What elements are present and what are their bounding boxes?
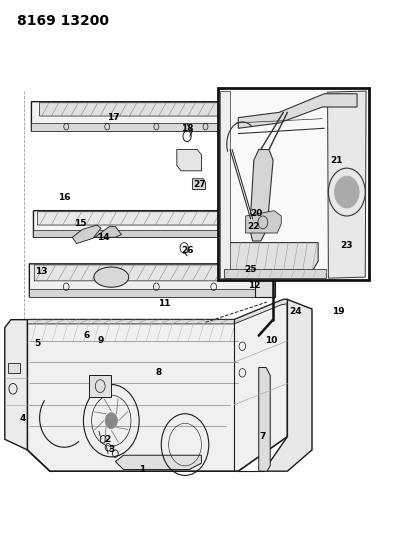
Polygon shape xyxy=(33,211,259,237)
Text: 26: 26 xyxy=(181,246,193,255)
Text: 14: 14 xyxy=(97,233,109,242)
Polygon shape xyxy=(39,103,250,116)
Polygon shape xyxy=(328,91,366,278)
Text: 25: 25 xyxy=(244,265,257,273)
Text: 23: 23 xyxy=(341,241,353,250)
Polygon shape xyxy=(263,300,312,471)
Bar xyxy=(8,364,21,373)
Polygon shape xyxy=(115,455,201,470)
Polygon shape xyxy=(95,227,122,237)
Polygon shape xyxy=(192,179,206,189)
Text: 16: 16 xyxy=(58,193,70,202)
Polygon shape xyxy=(29,264,275,297)
Polygon shape xyxy=(238,94,357,128)
Polygon shape xyxy=(29,289,275,297)
Polygon shape xyxy=(224,243,318,272)
Text: 24: 24 xyxy=(289,307,302,316)
Text: 12: 12 xyxy=(248,280,261,289)
Text: 8: 8 xyxy=(155,368,162,377)
Polygon shape xyxy=(246,211,281,233)
Text: 27: 27 xyxy=(193,180,206,189)
Polygon shape xyxy=(27,300,287,471)
Ellipse shape xyxy=(94,267,129,287)
Text: 15: 15 xyxy=(74,220,87,229)
Text: 8169 13200: 8169 13200 xyxy=(17,14,109,28)
Polygon shape xyxy=(255,264,279,297)
Text: 1: 1 xyxy=(139,465,145,474)
Polygon shape xyxy=(177,150,201,171)
Polygon shape xyxy=(5,320,27,450)
Bar xyxy=(218,88,369,280)
Polygon shape xyxy=(250,150,273,241)
Bar xyxy=(89,375,111,397)
Text: 2: 2 xyxy=(104,435,110,444)
Polygon shape xyxy=(259,368,270,471)
Text: 3: 3 xyxy=(108,446,114,455)
Text: 7: 7 xyxy=(260,432,266,441)
Text: 10: 10 xyxy=(265,336,277,345)
Polygon shape xyxy=(27,300,287,324)
Text: 17: 17 xyxy=(107,113,120,122)
Text: 20: 20 xyxy=(251,209,263,218)
Polygon shape xyxy=(33,230,259,237)
Polygon shape xyxy=(224,269,326,278)
Text: 9: 9 xyxy=(98,336,104,345)
Text: 21: 21 xyxy=(330,156,343,165)
Text: 4: 4 xyxy=(20,414,26,423)
Polygon shape xyxy=(37,212,254,225)
Circle shape xyxy=(240,263,247,272)
Text: 18: 18 xyxy=(181,124,193,133)
Circle shape xyxy=(105,413,118,429)
Polygon shape xyxy=(34,265,270,281)
Text: 13: 13 xyxy=(35,268,48,276)
Polygon shape xyxy=(220,91,230,278)
Text: 22: 22 xyxy=(247,222,260,231)
Text: 6: 6 xyxy=(83,331,90,340)
Polygon shape xyxy=(31,123,255,131)
Text: 19: 19 xyxy=(332,307,345,316)
Circle shape xyxy=(335,176,359,208)
Text: 5: 5 xyxy=(35,339,41,348)
Text: 11: 11 xyxy=(158,299,171,308)
Polygon shape xyxy=(31,102,255,131)
Polygon shape xyxy=(72,225,101,244)
